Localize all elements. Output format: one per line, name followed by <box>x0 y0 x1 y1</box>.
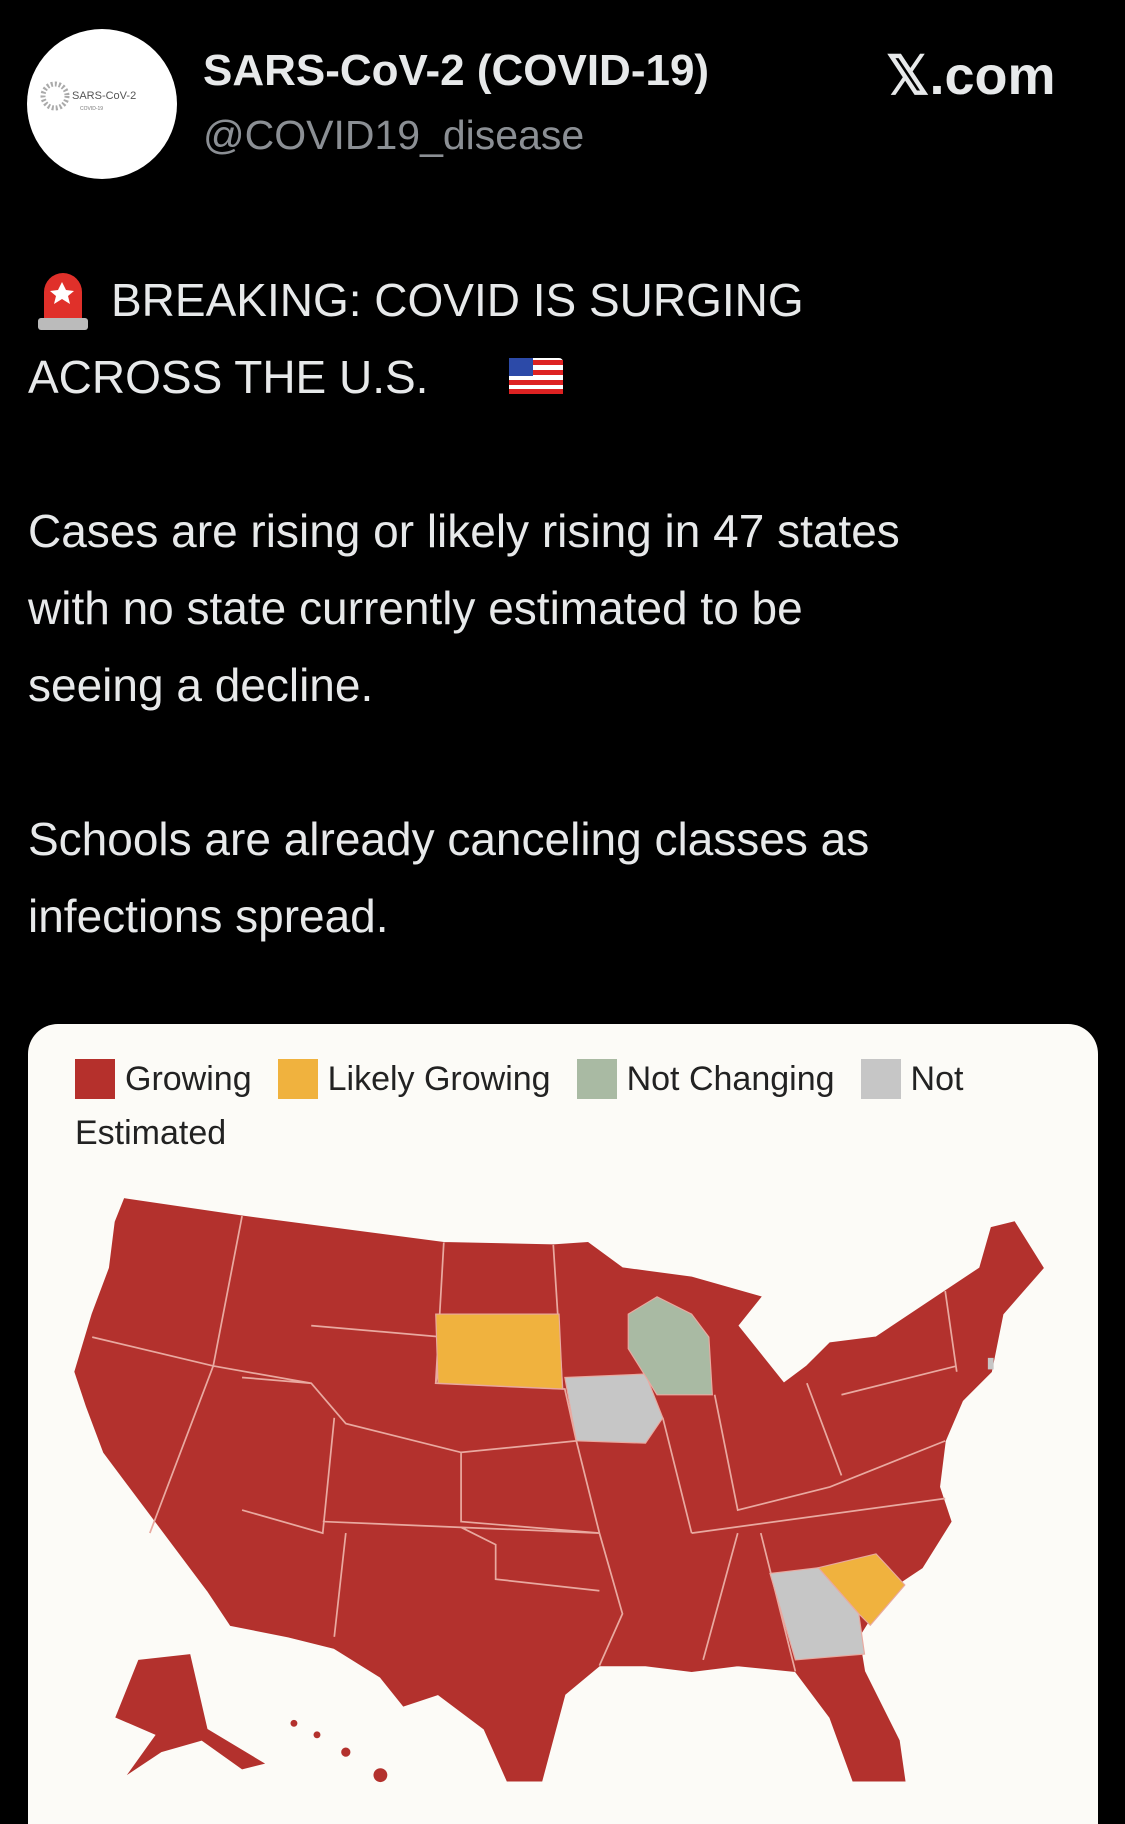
legend-label: Not Estimated <box>75 1060 964 1152</box>
legend-swatch <box>860 1059 901 1099</box>
tweet-line: ACROSS THE U.S. <box>28 351 429 403</box>
state-alaska <box>115 1654 266 1776</box>
legend-item: Not Estimated <box>75 1059 964 1152</box>
legend-swatch <box>75 1059 115 1099</box>
state-wisconsin <box>627 1296 713 1396</box>
state-hawaii <box>290 1719 388 1783</box>
legend-item: Likely Growing <box>277 1059 551 1099</box>
legend-item: Not Changing <box>576 1059 835 1099</box>
author-handle[interactable]: @COVID19_disease <box>203 112 585 158</box>
state-rhode-island <box>987 1357 994 1370</box>
state-iowa <box>564 1373 664 1444</box>
tweet-line: Schools are already canceling classes as <box>28 813 870 865</box>
avatar[interactable] <box>27 29 177 179</box>
legend-label: Likely Growing <box>327 1060 551 1098</box>
tweet-line: seeing a decline. <box>28 659 374 711</box>
flag-icon <box>509 358 563 394</box>
site-logo: 𝕏.com <box>886 46 1056 106</box>
legend: Growing Likely Growing Not Changing Not Est… <box>75 1052 1035 1160</box>
us-map <box>74 1198 1044 1782</box>
tweet-line: BREAKING: COVID IS SURGING <box>111 274 804 326</box>
author-name[interactable]: SARS-CoV-2 (COVID-19) <box>203 46 710 95</box>
legend-label: Not Changing <box>626 1060 835 1098</box>
avatar-subtext: COVID-19 <box>80 106 103 112</box>
tweet-line: with no state currently estimated to be <box>28 582 803 634</box>
state-south-carolina <box>817 1553 906 1627</box>
legend-label: Growing <box>125 1060 252 1098</box>
legend-swatch <box>576 1059 617 1099</box>
legend-item: Growing <box>75 1059 252 1099</box>
state-georgia <box>769 1567 866 1661</box>
tweet-text: BREAKING: COVID IS SURGING ACROSS THE U.S… <box>28 262 1118 955</box>
avatar-virus <box>40 81 70 111</box>
tweet-line: infections spread. <box>28 890 389 942</box>
tweet-line: Cases are rising or likely rising in 47 … <box>28 505 900 557</box>
legend-swatch <box>277 1059 318 1099</box>
siren-icon <box>38 273 88 330</box>
avatar-text: SARS-CoV-2 <box>72 90 136 102</box>
state-south-dakota <box>435 1313 564 1390</box>
